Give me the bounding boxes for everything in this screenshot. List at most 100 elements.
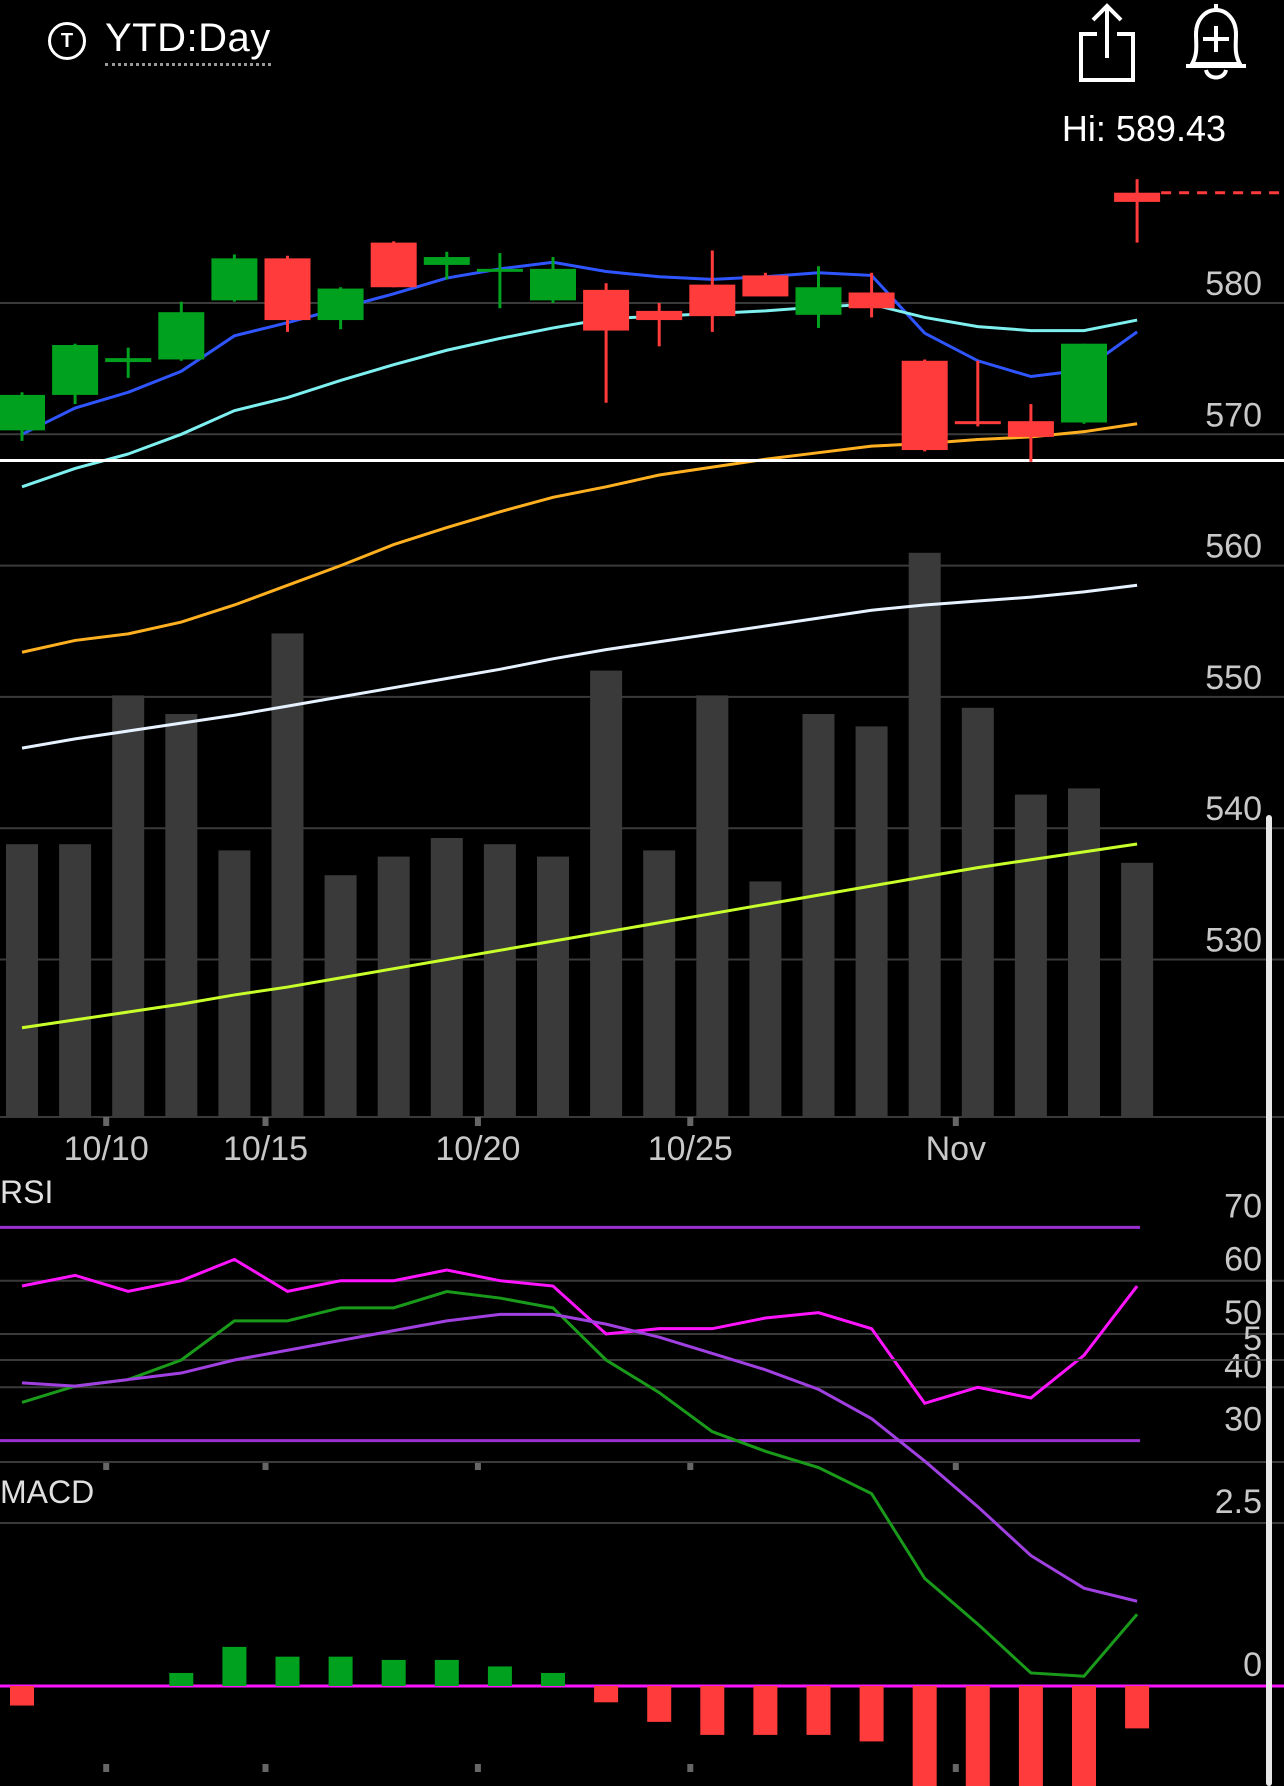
volume-bar: [377, 856, 410, 1117]
rsi-tick-label: 60: [1224, 1241, 1262, 1279]
price-tick-label: 540: [1205, 790, 1262, 828]
macd-histogram-bar: [594, 1686, 619, 1703]
candle-body: [1114, 192, 1161, 202]
macd-histogram-bar: [328, 1656, 353, 1686]
candle-body: [1061, 343, 1107, 423]
moving-average-line: [21, 302, 1138, 489]
macd-histogram-bar: [487, 1666, 512, 1686]
candlesticks[interactable]: [0, 179, 1284, 462]
macd-tick-label: 5: [1243, 1320, 1262, 1358]
macd-panel: MACD 5 2.5 0: [0, 1290, 1284, 1786]
volume-bars: [6, 552, 1154, 1117]
moving-average-line: [21, 260, 1138, 436]
price-tick-label: 560: [1205, 528, 1262, 566]
ticker-symbol-icon[interactable]: T: [48, 22, 86, 60]
share-icon[interactable]: [1075, 0, 1139, 84]
macd-histogram-bar: [1072, 1686, 1096, 1786]
volume-bar: [855, 726, 888, 1117]
candle-body: [105, 358, 152, 363]
volume-bar: [59, 844, 92, 1117]
macd-tick-label: 2.5: [1215, 1483, 1262, 1521]
volume-bar: [802, 714, 835, 1117]
volume-bar: [430, 838, 463, 1117]
macd-histogram-bar: [912, 1686, 937, 1786]
volume-bar: [749, 881, 782, 1117]
header-bar: T YTD:Day: [0, 0, 1284, 110]
date-tick-label: 10/25: [648, 1130, 733, 1168]
candle-body: [530, 268, 576, 301]
macd-histogram-bar: [1125, 1686, 1150, 1729]
volume-bar: [1068, 788, 1100, 1117]
rsi-tick-label: 30: [1224, 1401, 1262, 1439]
price-tick-label: 580: [1205, 265, 1262, 303]
scrollbar[interactable]: [1266, 815, 1272, 1786]
date-tick-label: Nov: [926, 1130, 986, 1168]
date-tick-label: 10/20: [435, 1130, 520, 1168]
macd-histogram-bar: [541, 1672, 565, 1686]
candle-body: [583, 289, 630, 331]
macd-histogram-bar: [700, 1686, 725, 1735]
volume-bar: [6, 844, 38, 1117]
macd-histogram-bar: [647, 1686, 672, 1722]
price-tick-label: 530: [1205, 922, 1262, 960]
volume-bar: [483, 844, 516, 1117]
volume-bar: [165, 714, 198, 1117]
macd-histogram-bar: [275, 1656, 300, 1686]
candle-body: [52, 345, 99, 395]
candle-body: [1007, 421, 1054, 437]
date-tick-label: 10/15: [223, 1130, 308, 1168]
volume-bar: [112, 695, 145, 1117]
candle-body: [636, 310, 683, 321]
rsi-line: [21, 1257, 1139, 1406]
macd-histogram-bar: [222, 1646, 247, 1686]
candle-body: [370, 242, 417, 288]
moving-average-line: [21, 583, 1138, 750]
rsi-tick-label: 40: [1224, 1347, 1262, 1385]
rsi-title: RSI: [0, 1174, 53, 1210]
candle-body: [158, 312, 205, 360]
macd-line: [21, 1312, 1138, 1603]
candle-body: [476, 268, 523, 272]
volume-bar: [1121, 862, 1154, 1117]
moving-average-line: [21, 842, 1138, 1030]
volume-bar: [961, 707, 994, 1117]
price-tick-label: 550: [1205, 659, 1262, 697]
volume-bar: [590, 670, 623, 1117]
volume-bar: [908, 552, 941, 1117]
rsi-panel: RSI 70 60 50 40 30: [0, 1174, 1284, 1463]
macd-histogram-bar: [859, 1686, 884, 1742]
add-alert-bell-icon[interactable]: [1180, 0, 1252, 84]
macd-histogram-bar: [753, 1686, 778, 1735]
candle-body: [0, 394, 45, 431]
moving-average-line: [21, 422, 1138, 654]
volume-bar: [643, 850, 676, 1117]
macd-histogram-bar: [806, 1686, 831, 1735]
axis-labels: 580 570 560 550 540 530 10/10 10/15 10/20 10/25 No…: [64, 265, 1262, 1168]
macd-histogram-bar: [434, 1659, 459, 1686]
candle-body: [317, 288, 364, 321]
candle-body: [742, 275, 789, 297]
timeframe-selector[interactable]: YTD:Day: [105, 16, 271, 66]
macd-line: [21, 1290, 1139, 1678]
macd-histogram-bar: [1018, 1686, 1043, 1786]
ticker-icon-letter: T: [60, 30, 74, 52]
volume-bar: [696, 695, 729, 1117]
moving-average-lines: [0, 260, 1284, 1030]
macd-title: MACD: [0, 1474, 94, 1510]
volume-bar: [324, 875, 357, 1117]
candle-body: [795, 287, 842, 315]
high-price-label: Hi: 589.43: [1061, 108, 1226, 149]
rsi-tick-label: 50: [1224, 1294, 1262, 1332]
volume-bar: [1014, 794, 1047, 1117]
volume-bar: [537, 856, 569, 1117]
price-tick-label: 570: [1205, 396, 1262, 434]
macd-tick-label: 0: [1243, 1646, 1262, 1684]
macd-histogram-bar: [10, 1686, 34, 1706]
candle-body: [423, 257, 470, 265]
rsi-tick-label: 70: [1224, 1187, 1262, 1225]
volume-bar: [218, 850, 251, 1117]
candle-body: [211, 258, 258, 301]
date-tick-label: 10/10: [64, 1130, 149, 1168]
candle-body: [264, 258, 311, 321]
